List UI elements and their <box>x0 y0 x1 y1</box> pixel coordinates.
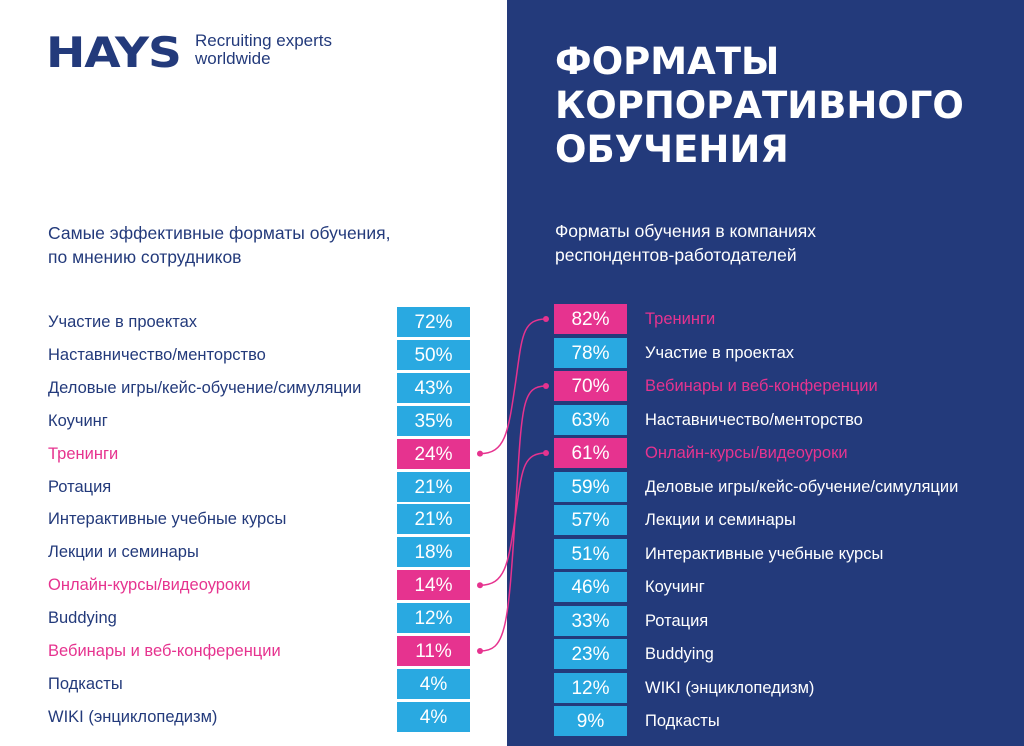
value-box: 11% <box>397 636 470 666</box>
logo-tagline: Recruiting experts worldwide <box>195 31 333 68</box>
row-label: Наставничество/менторство <box>645 410 863 429</box>
connector-dot <box>543 316 549 322</box>
value-box: 12% <box>554 672 627 703</box>
value-box: 18% <box>397 537 470 568</box>
value-box: 43% <box>397 372 470 403</box>
row-label: Наставничество/менторство <box>48 345 266 364</box>
connector-dot <box>543 450 549 456</box>
value-box: 51% <box>554 538 627 569</box>
hays-logo: HAYS <box>46 28 182 77</box>
connector-line <box>479 318 547 455</box>
value-box: 4% <box>397 701 470 732</box>
left-subtitle: Самые эффективные форматы обучения, по м… <box>48 223 391 267</box>
row-label: WIKI (энциклопедизм) <box>645 678 815 697</box>
value-box: 59% <box>554 471 627 502</box>
row-label: Деловые игры/кейс-обучение/симуляции <box>48 378 362 397</box>
value-box: 63% <box>554 404 627 435</box>
row-label: Подкасты <box>48 674 123 693</box>
page-title: ФОРМАТЫ КОРПОРАТИВНОГО ОБУЧЕНИЯ <box>555 40 964 171</box>
value-box: 61% <box>554 438 627 468</box>
row-label: Интерактивные учебные курсы <box>48 510 287 529</box>
row-label: Деловые игры/кейс-обучение/симуляции <box>645 477 959 496</box>
value-box: 50% <box>397 339 470 370</box>
value-box: 35% <box>397 405 470 436</box>
row-label: Тренинги <box>48 444 119 463</box>
right-subtitle: Форматы обучения в компаниях респонденто… <box>555 221 817 265</box>
row-label: Участие в проектах <box>645 343 795 362</box>
row-label: Онлайн-курсы/видеоуроки <box>645 444 848 462</box>
value-box: 72% <box>397 307 470 337</box>
row-label: Интерактивные учебные курсы <box>645 544 884 563</box>
value-box: 21% <box>397 471 470 502</box>
value-box: 14% <box>397 570 470 601</box>
value-box: 33% <box>554 605 627 636</box>
value-box: 12% <box>397 603 470 634</box>
connector-line <box>479 385 547 652</box>
row-label: Подкасты <box>645 712 720 730</box>
row-label: WIKI (энциклопедизм) <box>48 707 218 726</box>
row-label: Коучинг <box>645 578 705 596</box>
row-label: Вебинары и веб-конференции <box>645 377 878 395</box>
row-label: Тренинги <box>645 310 716 328</box>
value-box: 4% <box>397 668 470 699</box>
row-label: Buddying <box>645 645 714 663</box>
value-box: 23% <box>554 639 627 669</box>
value-box: 21% <box>397 504 470 535</box>
row-label: Вебинары и веб-конференции <box>48 642 281 660</box>
row-label: Лекции и семинары <box>48 543 199 562</box>
row-label: Buddying <box>48 609 117 628</box>
connector-dot <box>477 648 483 654</box>
connector-dot <box>543 383 549 389</box>
row-label: Ротация <box>645 611 709 630</box>
connector-dot <box>477 582 483 589</box>
value-box: 9% <box>554 706 627 736</box>
row-label: Онлайн-курсы/видеоуроки <box>48 576 251 595</box>
row-label: Ротация <box>48 477 112 496</box>
value-box: 24% <box>397 438 470 469</box>
row-label: Участие в проектах <box>48 313 198 331</box>
value-box: 70% <box>554 371 627 401</box>
connector-line <box>479 452 547 586</box>
connector-dot <box>477 450 483 457</box>
value-box: 78% <box>554 337 627 368</box>
value-box: 82% <box>554 304 627 334</box>
value-box: 46% <box>554 572 627 602</box>
row-label: Лекции и семинары <box>645 511 796 529</box>
value-box: 57% <box>554 505 627 535</box>
row-label: Коучинг <box>48 411 108 430</box>
